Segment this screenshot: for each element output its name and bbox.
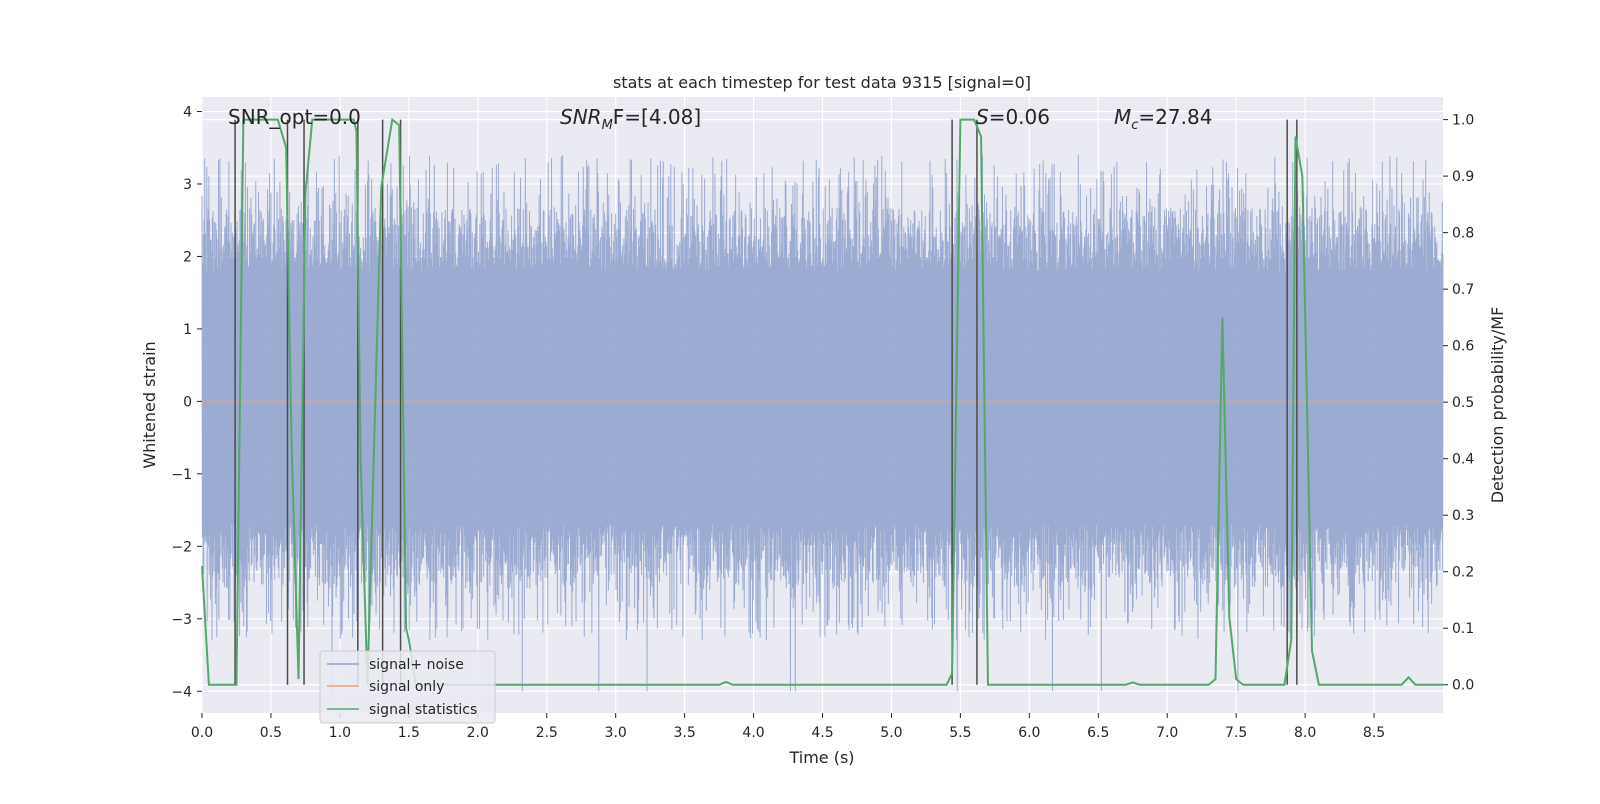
x-axis-ticks: 0.0 0.5 1.0 1.5 2.0 2.5 3.0 3.5 4.0 4.5 5.0 5.5 6.0 6… [191,713,1385,741]
signal-noise-line [201,154,1444,692]
left-y-tick-label-4: 0 [183,394,192,410]
right-y-tick-label-4: 0.6 [1452,339,1474,355]
left-y-axis-ticks: 4 3 2 1 0 −1 −2 −3 −4 [171,104,202,700]
annotation-s: S=0.06 [976,105,1050,129]
right-y-tick-label-6: 0.4 [1452,452,1474,468]
right-y-axis-ticks: 1.0 0.9 0.8 0.7 0.6 0.5 0.4 0.3 0.2 0.1 0.0 [1443,113,1474,694]
x-axis-label: Time (s) [788,748,854,767]
signal-statistics-series [201,117,1443,686]
right-y-tick-label-10: 0.0 [1452,678,1474,694]
x-tick-label-12: 6.0 [1018,725,1040,741]
x-tick-label-17: 8.5 [1363,725,1385,741]
right-y-tick-label-8: 0.2 [1452,565,1474,581]
right-y-tick-label-0: 1.0 [1452,113,1474,129]
mc-sub: c [1131,118,1138,133]
x-tick-label-16: 8.0 [1294,725,1316,741]
legend-label-signal: signal only [369,679,444,695]
right-y-tick-label-2: 0.8 [1452,226,1474,242]
snr-mf-main: SNR [560,105,602,129]
x-tick-label-0: 0.0 [191,725,213,741]
left-y-axis-label: Whitened strain [140,341,159,468]
legend-label-noise: signal+ noise [369,657,464,673]
x-tick-label-5: 2.5 [536,725,558,741]
snr-mf-sub: M [602,118,613,133]
x-tick-label-14: 7.0 [1156,725,1178,741]
x-tick-label-1: 0.5 [260,725,282,741]
legend-box [319,650,496,724]
mc-main: M [1114,105,1131,129]
right-y-axis-label: Detection probability/MF [1488,307,1507,504]
annotation-snr-mf: SNRMF=[4.08] [560,105,701,133]
x-tick-label-10: 5.0 [880,725,902,741]
left-y-tick-label-3: 1 [183,322,192,338]
legend: signal+ noise signal only signal statist… [319,650,496,724]
left-y-tick-label-5: −1 [171,467,192,483]
left-y-tick-label-0: 4 [183,104,192,120]
x-tick-label-6: 3.0 [605,725,627,741]
signal-noise-series [201,154,1444,692]
x-tick-label-13: 6.5 [1087,725,1109,741]
marker-lines [234,119,1298,685]
x-tick-label-4: 2.0 [467,725,489,741]
right-y-tick-label-9: 0.1 [1452,621,1474,637]
legend-label-stats: signal statistics [369,702,477,718]
chart-title: stats at each timestep for test data 931… [613,73,1031,92]
s-main: S [976,105,989,129]
right-y-tick-label-5: 0.5 [1452,395,1474,411]
left-y-tick-label-8: −4 [171,684,192,700]
annotation-snr-opt: SNR_opt=0.0 [228,105,361,129]
left-y-tick-label-1: 3 [183,177,192,193]
mc-rest: =27.84 [1138,105,1212,129]
s-rest: =0.06 [989,105,1050,129]
annotation-mc: Mc=27.84 [1114,105,1212,133]
x-tick-label-9: 4.5 [811,725,833,741]
right-y-tick-label-3: 0.7 [1452,282,1474,298]
snr-mf-rest: F=[4.08] [613,105,701,129]
left-y-tick-label-7: −3 [171,612,192,628]
left-y-tick-label-6: −2 [171,539,192,555]
x-tick-label-8: 4.0 [742,725,764,741]
signal-statistics-line [201,117,1443,686]
right-y-tick-label-7: 0.3 [1452,508,1474,524]
x-tick-label-3: 1.5 [398,725,420,741]
x-tick-label-11: 5.5 [949,725,971,741]
x-tick-label-2: 1.0 [329,725,351,741]
x-tick-label-15: 7.5 [1225,725,1247,741]
right-y-tick-label-1: 0.9 [1452,169,1474,185]
left-y-tick-label-2: 2 [183,249,192,265]
x-tick-label-7: 3.5 [673,725,695,741]
